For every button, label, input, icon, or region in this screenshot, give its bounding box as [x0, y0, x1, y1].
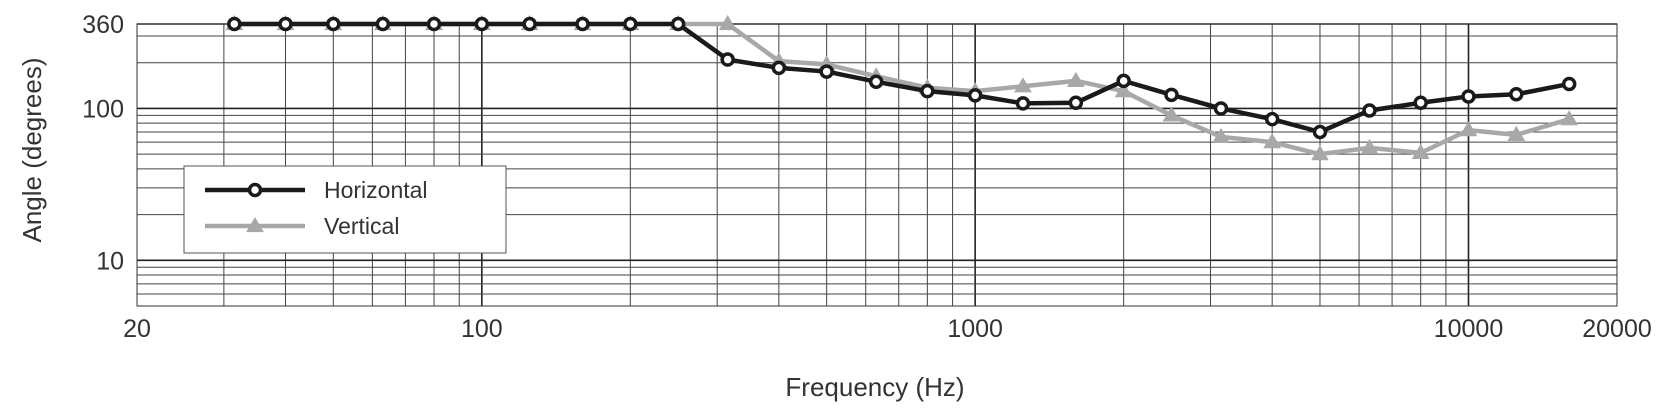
data-point — [623, 16, 638, 32]
series-layer — [225, 15, 1579, 161]
tick-labels: 20 100 1000 10000 20000 10 100 360 — [82, 11, 1651, 343]
data-point — [967, 88, 983, 103]
data-point — [1213, 101, 1229, 116]
data-point — [1507, 125, 1526, 141]
data-point — [1312, 124, 1328, 140]
series-line — [234, 21, 1570, 135]
x-tick-label: 20 — [123, 315, 151, 343]
data-point — [1066, 71, 1085, 87]
legend-label: Vertical — [324, 213, 399, 239]
data-point — [1509, 87, 1524, 102]
data-point — [278, 16, 293, 32]
data-point — [375, 16, 391, 32]
data-point — [1561, 76, 1577, 92]
data-point — [575, 16, 590, 32]
data-point — [326, 16, 341, 32]
data-point — [1413, 95, 1428, 111]
data-point — [1068, 95, 1084, 111]
data-point — [1362, 103, 1377, 118]
data-point — [1015, 96, 1031, 111]
legend-box — [183, 165, 507, 254]
data-point — [720, 52, 735, 67]
grid — [136, 23, 1618, 307]
data-point — [1114, 82, 1133, 98]
data-point — [1459, 121, 1478, 137]
data-point — [1411, 143, 1430, 159]
data-point — [1264, 111, 1280, 127]
y-tick-label: 360 — [82, 11, 124, 39]
plot-frame — [136, 23, 1618, 307]
data-point — [670, 16, 686, 32]
y-tick-label: 100 — [82, 95, 124, 123]
data-point — [1116, 73, 1131, 89]
data-point — [1014, 77, 1032, 93]
data-point — [868, 74, 884, 89]
legend-swatch-marker — [247, 182, 263, 198]
legend-entries: Horizontal Vertical — [205, 177, 428, 239]
x-tick-label: 10000 — [1434, 315, 1504, 343]
data-point — [474, 16, 490, 32]
data-point — [1164, 87, 1179, 103]
data-point — [718, 15, 737, 31]
legend: Horizontal Vertical — [183, 165, 507, 254]
data-point — [1212, 127, 1230, 143]
series-horizontal — [227, 16, 1577, 140]
data-point — [920, 83, 935, 99]
data-point — [819, 64, 834, 79]
data-point — [1162, 106, 1181, 122]
data-point — [1560, 110, 1579, 126]
data-point — [426, 16, 442, 32]
x-axis-title: Frequency (Hz) — [785, 372, 964, 402]
data-point — [1360, 138, 1379, 154]
x-tick-label: 100 — [461, 315, 503, 343]
data-point — [1311, 145, 1329, 161]
data-point — [1263, 133, 1282, 149]
x-tick-label: 1000 — [947, 315, 1003, 343]
series-line — [234, 21, 1570, 157]
legend-swatch-marker — [246, 217, 264, 233]
x-tick-label: 20000 — [1582, 315, 1652, 343]
data-point — [771, 60, 787, 76]
data-point — [227, 16, 242, 32]
data-point — [522, 16, 537, 32]
y-tick-label: 10 — [96, 247, 124, 275]
data-point — [1461, 89, 1476, 104]
legend-label: Horizontal — [324, 177, 428, 203]
y-axis-title: Angle (degrees) — [17, 58, 47, 243]
